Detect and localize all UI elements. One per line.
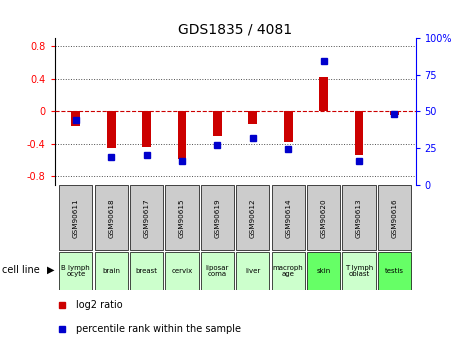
Text: brain: brain — [102, 268, 120, 274]
Text: liver: liver — [245, 268, 260, 274]
Bar — [178, 111, 187, 159]
FancyBboxPatch shape — [378, 252, 411, 290]
FancyBboxPatch shape — [130, 185, 163, 250]
Title: GDS1835 / 4081: GDS1835 / 4081 — [178, 23, 292, 37]
FancyBboxPatch shape — [59, 185, 93, 250]
FancyBboxPatch shape — [272, 252, 305, 290]
Bar — [71, 111, 80, 126]
FancyBboxPatch shape — [165, 185, 199, 250]
Bar — [319, 77, 328, 111]
Bar — [107, 111, 116, 148]
Bar — [354, 111, 363, 155]
FancyBboxPatch shape — [165, 252, 199, 290]
Bar — [248, 111, 257, 124]
Text: ▶: ▶ — [47, 265, 55, 275]
Bar — [390, 111, 399, 115]
Text: GSM90612: GSM90612 — [250, 198, 256, 238]
Text: GSM90615: GSM90615 — [179, 198, 185, 238]
FancyBboxPatch shape — [342, 185, 376, 250]
FancyBboxPatch shape — [272, 185, 305, 250]
Text: GSM90614: GSM90614 — [285, 198, 291, 238]
Text: testis: testis — [385, 268, 404, 274]
Bar — [142, 111, 151, 147]
Text: GSM90619: GSM90619 — [214, 198, 220, 238]
FancyBboxPatch shape — [307, 185, 340, 250]
Text: percentile rank within the sample: percentile rank within the sample — [76, 324, 241, 334]
FancyBboxPatch shape — [130, 252, 163, 290]
FancyBboxPatch shape — [95, 185, 128, 250]
FancyBboxPatch shape — [95, 252, 128, 290]
Text: cell line: cell line — [2, 265, 40, 275]
FancyBboxPatch shape — [201, 252, 234, 290]
Text: T lymph
oblast: T lymph oblast — [345, 265, 373, 277]
Text: GSM90611: GSM90611 — [73, 198, 79, 238]
FancyBboxPatch shape — [59, 252, 93, 290]
Bar — [213, 111, 222, 136]
Text: log2 ratio: log2 ratio — [76, 300, 123, 310]
FancyBboxPatch shape — [378, 185, 411, 250]
Text: B lymph
ocyte: B lymph ocyte — [61, 265, 90, 277]
Text: skin: skin — [316, 268, 331, 274]
Text: cervix: cervix — [171, 268, 193, 274]
FancyBboxPatch shape — [201, 185, 234, 250]
Text: liposar
coma: liposar coma — [206, 265, 229, 277]
Text: GSM90617: GSM90617 — [143, 198, 150, 238]
FancyBboxPatch shape — [236, 252, 269, 290]
Bar — [284, 111, 293, 142]
Text: GSM90618: GSM90618 — [108, 198, 114, 238]
FancyBboxPatch shape — [307, 252, 340, 290]
FancyBboxPatch shape — [342, 252, 376, 290]
Text: GSM90613: GSM90613 — [356, 198, 362, 238]
Text: macroph
age: macroph age — [273, 265, 304, 277]
Text: GSM90620: GSM90620 — [321, 198, 327, 238]
Text: GSM90616: GSM90616 — [391, 198, 398, 238]
Text: breast: breast — [136, 268, 158, 274]
FancyBboxPatch shape — [236, 185, 269, 250]
